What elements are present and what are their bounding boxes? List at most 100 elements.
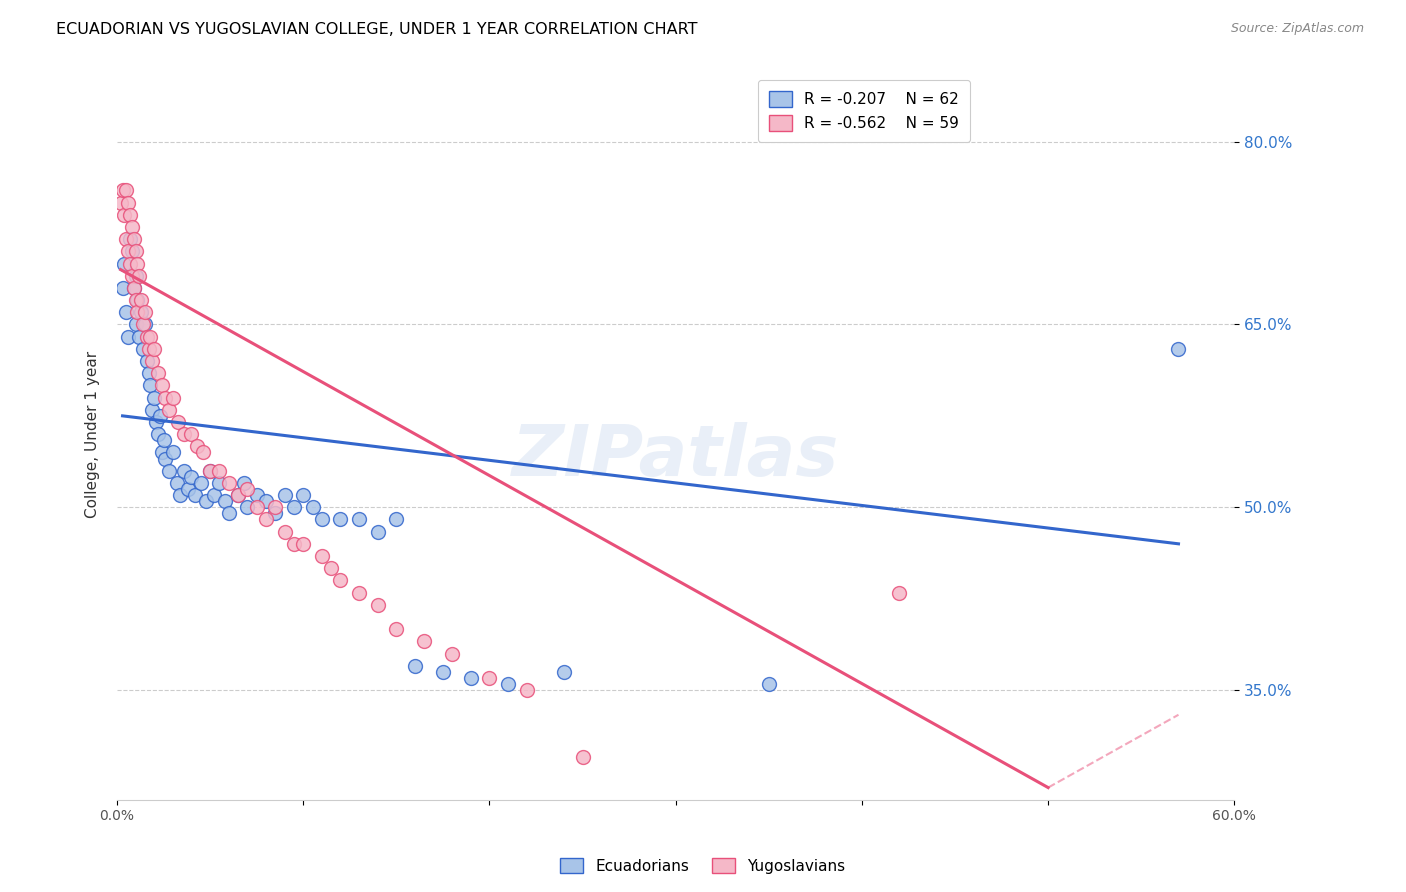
Point [441,647,464,661]
Point [246,488,269,502]
Point [143,342,166,356]
Point [460,671,482,685]
Point [157,402,180,417]
Point [226,488,249,502]
Point [186,439,208,453]
Point [208,464,231,478]
Point [139,378,162,392]
Point [132,318,155,332]
Point [118,256,141,270]
Point [432,665,454,679]
Point [149,409,172,423]
Point [264,500,287,515]
Point [127,256,149,270]
Point [283,500,305,515]
Point [127,293,149,307]
Point [141,402,163,417]
Point [367,524,389,539]
Point [110,195,132,210]
Point [157,464,180,478]
Point [208,475,231,490]
Point [218,475,240,490]
Point [122,281,145,295]
Point [155,451,177,466]
Point [111,183,134,197]
Point [496,677,519,691]
Y-axis label: College, Under 1 year: College, Under 1 year [86,351,100,517]
Point [478,671,501,685]
Point [173,464,195,478]
Point [311,512,333,526]
Point [129,293,152,307]
Point [516,683,538,698]
Point [132,342,155,356]
Point [146,366,169,380]
Point [177,482,200,496]
Point [117,195,139,210]
Point [347,585,370,599]
Point [127,305,149,319]
Point [347,512,370,526]
Point [169,488,191,502]
Point [124,318,146,332]
Point [134,305,156,319]
Point [889,585,911,599]
Point [115,232,138,246]
Point [162,445,184,459]
Point [121,219,143,234]
Point [758,677,780,691]
Point [413,634,436,648]
Point [214,494,236,508]
Point [191,445,214,459]
Text: Source: ZipAtlas.com: Source: ZipAtlas.com [1230,22,1364,36]
Point [112,208,135,222]
Point [129,305,152,319]
Point [226,488,249,502]
Point [292,488,315,502]
Point [202,488,225,502]
Point [273,488,295,502]
Point [143,391,166,405]
Point [115,305,138,319]
Point [112,256,135,270]
Legend: Ecuadorians, Yugoslavians: Ecuadorians, Yugoslavians [554,852,852,880]
Point [198,464,221,478]
Point [254,494,277,508]
Point [118,208,141,222]
Point [184,488,207,502]
Point [150,445,173,459]
Point [117,244,139,259]
Point [128,268,150,283]
Point [124,268,146,283]
Point [292,537,315,551]
Point [218,507,240,521]
Point [329,574,352,588]
Text: ZIPatlas: ZIPatlas [512,422,839,491]
Point [122,281,145,295]
Point [367,598,389,612]
Point [141,354,163,368]
Point [122,232,145,246]
Point [138,342,160,356]
Text: ECUADORIAN VS YUGOSLAVIAN COLLEGE, UNDER 1 YEAR CORRELATION CHART: ECUADORIAN VS YUGOSLAVIAN COLLEGE, UNDER… [56,22,697,37]
Point [198,464,221,478]
Point [236,500,259,515]
Point [145,415,167,429]
Point [321,561,343,575]
Point [385,622,408,636]
Point [329,512,352,526]
Point [571,750,593,764]
Point [311,549,333,563]
Point [264,507,287,521]
Point [124,293,146,307]
Point [385,512,408,526]
Point [553,665,575,679]
Point [167,415,190,429]
Point [232,475,254,490]
Point [195,494,218,508]
Point [117,329,139,343]
Point [1167,342,1189,356]
Point [135,329,157,343]
Point [121,244,143,259]
Legend: R = -0.207    N = 62, R = -0.562    N = 59: R = -0.207 N = 62, R = -0.562 N = 59 [758,79,970,142]
